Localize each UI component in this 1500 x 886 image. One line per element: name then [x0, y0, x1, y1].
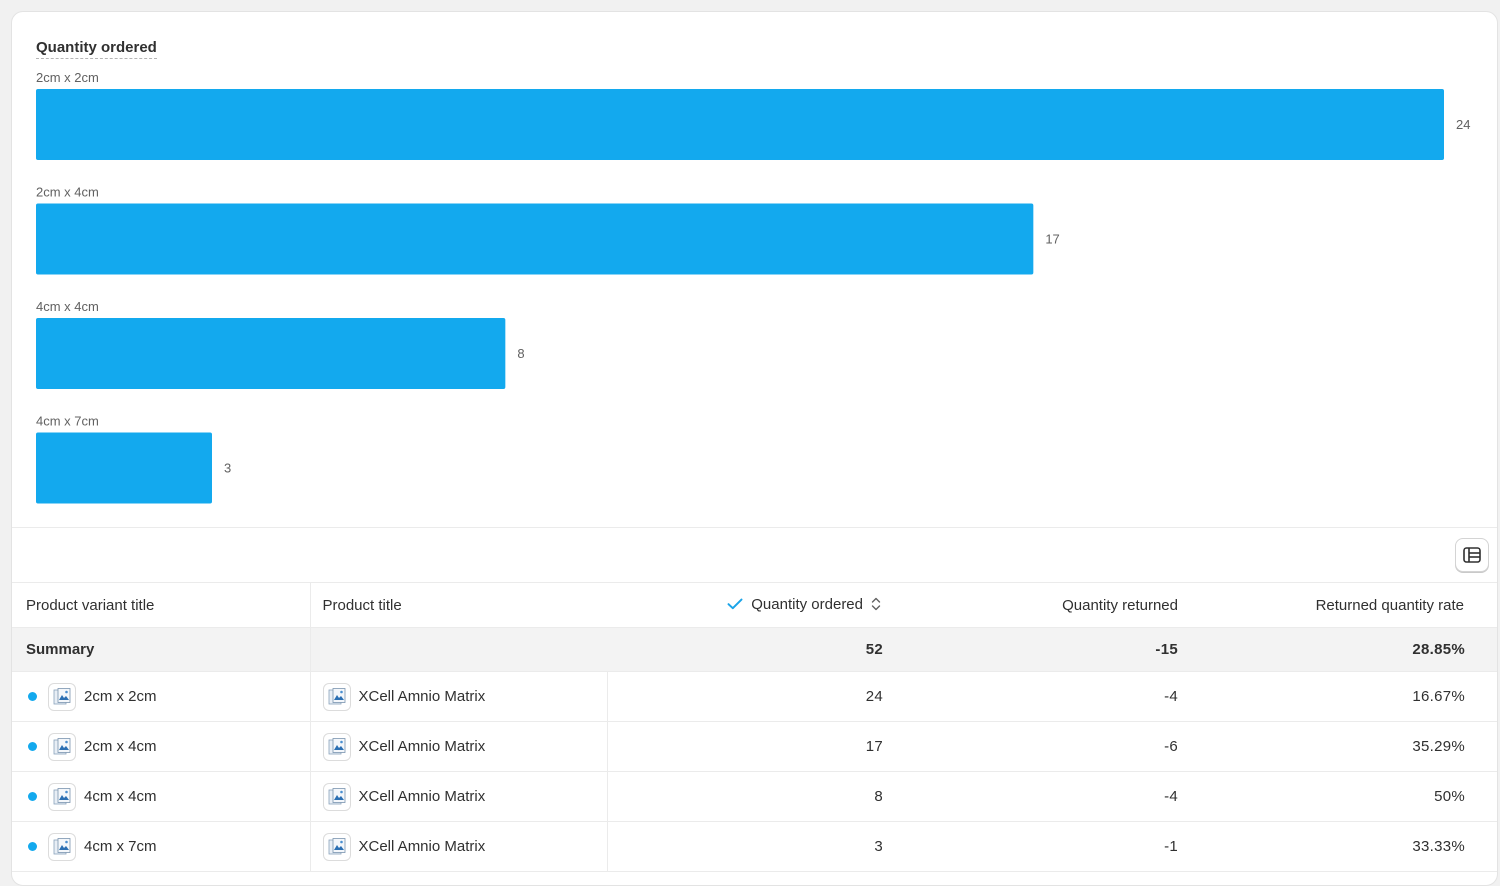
- sort-arrows-icon[interactable]: [871, 596, 881, 612]
- product-cell: XCell Amnio Matrix: [310, 771, 608, 822]
- header-quantity-ordered[interactable]: Quantity ordered: [607, 582, 887, 628]
- summary-product-cell: [310, 627, 607, 672]
- variant-thumbnail: [48, 782, 76, 811]
- header-product-variant-title[interactable]: Product variant title: [12, 582, 311, 628]
- quantity-returned-cell: -6: [887, 721, 1184, 772]
- table-header-row: Product variant title Product title Quan…: [12, 582, 1497, 628]
- summary-quantity-returned: -15: [887, 627, 1184, 672]
- quantity-returned-cell: -4: [887, 771, 1184, 822]
- returned-rate-cell: 50%: [1184, 771, 1497, 822]
- table-view-toggle-button[interactable]: [1455, 538, 1489, 572]
- product-thumbnail: [322, 832, 351, 861]
- summary-returned-rate: 28.85%: [1184, 627, 1497, 672]
- product-image-icon: [328, 737, 345, 754]
- summary-quantity-ordered: 52: [607, 627, 887, 672]
- product-image-icon: [53, 787, 71, 804]
- series-dot-icon: [28, 692, 37, 701]
- checkmark-icon: [727, 598, 743, 610]
- product-title[interactable]: XCell Amnio Matrix: [358, 688, 486, 705]
- product-image-icon: [53, 737, 71, 754]
- variant-thumbnail: [48, 682, 76, 711]
- quantity-ordered-cell: 24: [607, 671, 887, 722]
- product-title[interactable]: XCell Amnio Matrix: [358, 838, 486, 855]
- summary-row: Summary 52 -15 28.85%: [12, 627, 1497, 672]
- bar-value-label: 17: [1045, 232, 1059, 247]
- header-returned-quantity-rate[interactable]: Returned quantity rate: [1184, 582, 1497, 628]
- bar[interactable]: [36, 318, 506, 389]
- product-image-icon: [53, 837, 71, 854]
- bar-value-label: 3: [224, 461, 231, 476]
- returned-rate-cell: 33.33%: [1184, 821, 1497, 872]
- bar-value-label: 24: [1456, 117, 1470, 132]
- bar[interactable]: [36, 432, 212, 504]
- chart-title[interactable]: Quantity ordered: [36, 39, 157, 59]
- report-table: Product variant title Product title Quan…: [12, 582, 1497, 872]
- product-thumbnail: [322, 732, 351, 761]
- series-dot-icon: [28, 792, 37, 801]
- variant-thumbnail: [48, 732, 76, 761]
- product-title[interactable]: XCell Amnio Matrix: [358, 738, 486, 755]
- header-product-title[interactable]: Product title: [310, 582, 607, 628]
- product-title[interactable]: XCell Amnio Matrix: [358, 788, 486, 805]
- product-cell: XCell Amnio Matrix: [310, 671, 608, 722]
- variant-title[interactable]: 4cm x 7cm: [84, 838, 157, 855]
- quantity-returned-cell: -1: [887, 821, 1184, 872]
- bar[interactable]: [36, 203, 1034, 275]
- quantity-ordered-cell: 8: [607, 771, 887, 822]
- variant-cell: 4cm x 7cm: [12, 821, 311, 872]
- series-dot-icon: [28, 742, 37, 751]
- product-image-icon: [53, 687, 71, 704]
- section-divider: [12, 527, 1497, 528]
- table-row[interactable]: 4cm x 7cm XCell Amnio Matrix 3 -1 33.33%: [12, 821, 1497, 872]
- table-row[interactable]: 4cm x 4cm XCell Amnio Matrix 8 -4 50%: [12, 771, 1497, 822]
- table-view-icon: [1463, 547, 1481, 563]
- product-thumbnail: [322, 782, 351, 811]
- quantity-ordered-cell: 17: [607, 721, 887, 772]
- variant-title[interactable]: 4cm x 4cm: [84, 788, 157, 805]
- series-dot-icon: [28, 842, 37, 851]
- product-cell: XCell Amnio Matrix: [310, 721, 608, 772]
- report-card: Quantity ordered 2cm x 2cm 24 2cm x 4cm 17 4…: [11, 11, 1498, 886]
- product-image-icon: [328, 837, 345, 854]
- returned-rate-cell: 35.29%: [1184, 721, 1497, 772]
- category-label: 2cm x 2cm: [36, 70, 99, 85]
- category-label: 4cm x 4cm: [36, 299, 99, 314]
- header-quantity-returned[interactable]: Quantity returned: [887, 582, 1184, 628]
- table-row[interactable]: 2cm x 2cm XCell Amnio Matrix 24 -4 16.67%: [12, 671, 1497, 722]
- bar-chart: 2cm x 2cm 24 2cm x 4cm 17 4cm x 4cm 8 4cm x 7c…: [36, 70, 1470, 504]
- summary-label: Summary: [12, 627, 311, 672]
- variant-cell: 2cm x 4cm: [12, 721, 311, 772]
- quantity-returned-cell: -4: [887, 671, 1184, 722]
- product-thumbnail: [322, 682, 351, 711]
- product-cell: XCell Amnio Matrix: [310, 821, 608, 872]
- bar-value-label: 8: [517, 346, 524, 361]
- variant-cell: 4cm x 4cm: [12, 771, 311, 822]
- bar[interactable]: [36, 89, 1444, 160]
- product-image-icon: [328, 687, 345, 704]
- quantity-ordered-cell: 3: [607, 821, 887, 872]
- product-image-icon: [328, 787, 345, 804]
- variant-title[interactable]: 2cm x 4cm: [84, 738, 157, 755]
- returned-rate-cell: 16.67%: [1184, 671, 1497, 722]
- category-label: 2cm x 4cm: [36, 185, 99, 200]
- header-quantity-ordered-label: Quantity ordered: [751, 595, 863, 613]
- variant-title[interactable]: 2cm x 2cm: [84, 688, 157, 705]
- category-label: 4cm x 7cm: [36, 414, 99, 429]
- variant-cell: 2cm x 2cm: [12, 671, 311, 722]
- table-row[interactable]: 2cm x 4cm XCell Amnio Matrix 17 -6 35.29%: [12, 721, 1497, 772]
- variant-thumbnail: [48, 832, 76, 861]
